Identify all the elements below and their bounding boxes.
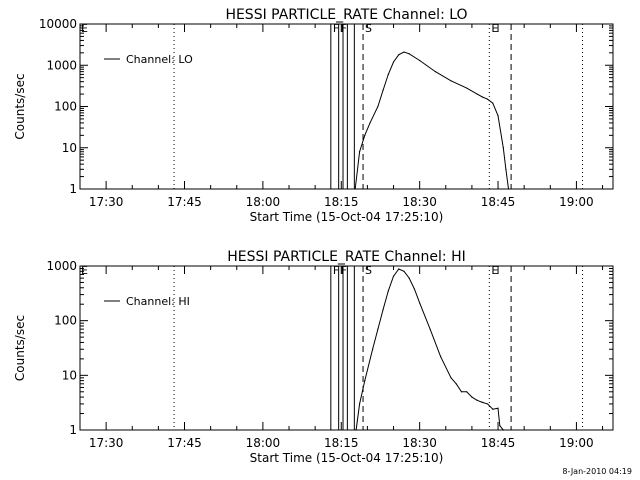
data-point [354, 188, 356, 190]
top-left-marker: E [81, 264, 88, 277]
data-point [377, 105, 379, 108]
y-axis-label: Counts/sec [13, 73, 27, 139]
data-point [408, 53, 410, 55]
data-point [466, 87, 468, 89]
data-point [450, 80, 452, 82]
x-tick-label: 18:45 [481, 436, 516, 450]
marker-label: F [341, 22, 347, 35]
data-point [408, 277, 410, 279]
plot-frame [79, 265, 614, 431]
x-tick-label: 18:45 [481, 195, 516, 209]
series-line [354, 51, 509, 190]
data-point [419, 302, 421, 304]
data-point [419, 59, 421, 62]
data-point [486, 98, 489, 100]
x-tick-label: 17:30 [89, 195, 124, 209]
data-point [507, 188, 510, 190]
data-point [364, 380, 366, 382]
marker-label: F [333, 264, 339, 277]
marker-label: F [341, 264, 347, 277]
x-tick-label: 19:00 [559, 195, 594, 209]
y-tick-label: 1 [69, 423, 77, 437]
marker-label: E [491, 264, 498, 277]
data-point [377, 328, 379, 330]
x-tick-label: 18:15 [324, 195, 359, 209]
marker-label: F [333, 22, 339, 35]
y-tick-label: 100 [54, 314, 77, 328]
data-point [429, 328, 431, 330]
data-point [398, 54, 400, 56]
data-point [358, 403, 361, 405]
data-point [502, 147, 504, 149]
chart-title: HESSI PARTICLE_RATE Channel: LO [225, 7, 467, 23]
series-line [355, 268, 504, 431]
x-tick-label: 17:45 [167, 195, 202, 209]
y-axis-label: Counts/sec [13, 315, 27, 381]
x-tick-label: 17:45 [167, 436, 202, 450]
y-tick-label: 1 [69, 182, 77, 196]
panel-1: HESSI PARTICLE_RATE Channel: LO 1 10 100 100… [13, 7, 614, 224]
data-point [369, 122, 371, 124]
data-point [481, 96, 483, 98]
panel-2: HESSI PARTICLE_RATE Channel: HI 1 10 100 100… [13, 249, 614, 465]
data-point [471, 396, 473, 398]
y-tick-label: 10 [62, 368, 77, 382]
data-point [481, 401, 483, 403]
data-point [476, 93, 478, 95]
data-point [499, 425, 501, 427]
data-point [403, 270, 405, 272]
data-point [439, 356, 442, 358]
data-point [382, 89, 384, 91]
x-tick-label: 18:30 [402, 195, 437, 209]
data-point [486, 403, 489, 405]
data-point [372, 348, 374, 350]
data-point [434, 71, 436, 73]
marker-label: S [365, 264, 372, 277]
y-tick-label: 1000 [46, 58, 77, 72]
data-point [398, 268, 400, 270]
data-point [476, 399, 478, 401]
data-point [392, 275, 395, 277]
data-point [502, 429, 504, 431]
x-tick-label: 17:30 [89, 436, 124, 450]
data-point [450, 377, 452, 379]
data-point [364, 134, 366, 136]
y-tick-label: 1000 [46, 259, 77, 273]
data-point [505, 168, 507, 170]
data-point [403, 51, 405, 53]
data-point [355, 429, 357, 431]
chart-title: HESSI PARTICLE_RATE Channel: HI [227, 249, 465, 265]
x-axis-label: Start Time (15-Oct-04 17:25:10) [250, 451, 444, 465]
x-axis-label: Start Time (15-Oct-04 17:25:10) [250, 210, 444, 224]
x-tick-label: 18:30 [402, 436, 437, 450]
plot-frame [79, 23, 614, 190]
y-tick-label: 10000 [39, 17, 77, 31]
x-tick-label: 18:00 [246, 436, 281, 450]
marker-label: S [365, 22, 372, 35]
x-tick-label: 18:00 [246, 195, 281, 209]
data-point [392, 61, 395, 63]
data-point [413, 288, 416, 290]
data-point [492, 102, 494, 104]
data-point [387, 73, 389, 76]
data-point [460, 391, 463, 393]
data-point [358, 151, 361, 153]
y-tick-label: 10 [62, 141, 77, 155]
data-point [382, 308, 384, 311]
x-tick-label: 18:15 [324, 436, 359, 450]
data-point [497, 115, 499, 117]
footer-timestamp: 8-Jan-2010 04:19 [562, 467, 632, 476]
top-left-marker: E [81, 22, 88, 35]
data-point [497, 407, 499, 409]
data-point [492, 408, 494, 410]
data-point [455, 383, 457, 385]
y-tick-label: 100 [54, 100, 77, 114]
data-point [466, 391, 468, 393]
legend-entry: Channel: HI [126, 295, 190, 308]
data-point [387, 290, 389, 292]
marker-label: E [491, 22, 498, 35]
legend-entry: Channel: LO [126, 53, 193, 66]
x-tick-label: 19:00 [559, 436, 594, 450]
